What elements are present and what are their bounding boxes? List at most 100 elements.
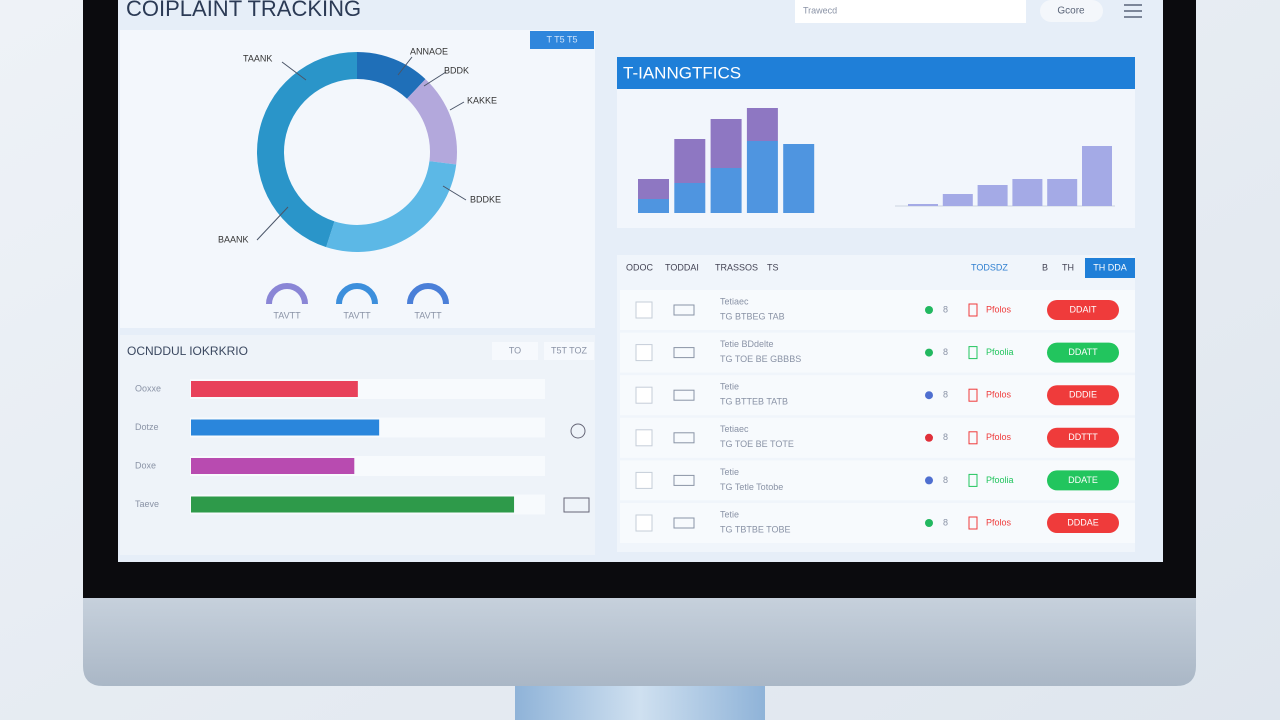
status-icon: [968, 516, 978, 530]
status-dot: [925, 348, 933, 357]
row-title: Tetie: [720, 382, 739, 392]
progress-label: Ooxxe: [135, 383, 161, 393]
progress-button[interactable]: [492, 342, 538, 360]
progress-label: Dotze: [135, 422, 159, 432]
status-icon: [968, 473, 978, 487]
status-text: Pfolos: [986, 304, 1012, 314]
stacked-bar: [710, 168, 742, 213]
bar: [1012, 179, 1043, 206]
status-icon: [968, 346, 978, 360]
action-button[interactable]: [1047, 300, 1119, 320]
progress-bar: [191, 458, 355, 474]
table-header: TODSDZ: [971, 262, 1008, 272]
donut-segment: [257, 52, 357, 248]
checkbox[interactable]: [635, 301, 653, 319]
action-button[interactable]: [1047, 513, 1119, 533]
gauge-label: TAVTT: [343, 310, 371, 320]
row-title: Tetie BDdelte: [720, 339, 774, 349]
donut-label: TAANK: [243, 53, 272, 63]
action-button[interactable]: [1047, 385, 1119, 406]
progress-label: Doxe: [135, 460, 156, 470]
table-header: B: [1042, 262, 1048, 272]
donut-label: ANNAOE: [410, 46, 448, 56]
action-label: DDAIT: [1070, 304, 1098, 314]
table-header: TH: [1062, 262, 1074, 272]
table-rows: Tetiaec TG BTBEG TAB 8 Pfolos DDAIT Tetie BDd…: [620, 290, 1135, 543]
checkbox[interactable]: [635, 471, 653, 489]
stacked-bar: [783, 144, 815, 213]
status-text: Pfolos: [986, 432, 1012, 442]
row-title: Tetie: [720, 509, 739, 519]
progress-button[interactable]: [544, 342, 594, 360]
row-count: 8: [943, 432, 948, 442]
header-button-label: Gcore: [1057, 6, 1085, 17]
status-text: Pfolos: [986, 517, 1012, 527]
stacked-bar: [674, 183, 706, 213]
row-count: 8: [943, 304, 948, 314]
search-box[interactable]: [795, 0, 1026, 23]
row-count: 8: [943, 475, 948, 485]
checkbox[interactable]: [635, 429, 653, 447]
donut-label: KAKKE: [467, 95, 497, 105]
leader-lines: [256, 56, 467, 241]
donut-label: BDDK: [444, 65, 469, 75]
analytics-charts: [638, 108, 1115, 213]
panel-button-label: T T5 T5: [546, 34, 577, 44]
action-button[interactable]: [1047, 427, 1119, 448]
panel-button[interactable]: [530, 31, 594, 49]
status-dot: [925, 433, 933, 442]
grid-icon[interactable]: [563, 497, 590, 513]
status-icon: [968, 303, 978, 317]
progress-button-label: T5T TOZ: [551, 345, 588, 355]
row-icon: [673, 474, 695, 486]
bar: [977, 185, 1008, 206]
status-icon: [968, 431, 978, 445]
progress-bars: Ooxxe Dotze Doxe Taeve: [135, 379, 545, 515]
status-dot: [925, 306, 933, 314]
action-label: DDATT: [1068, 347, 1098, 357]
status-icon: [968, 388, 978, 402]
table-button-label: TH DDA: [1093, 262, 1127, 272]
checkbox[interactable]: [635, 514, 653, 532]
stacked-bar: [746, 141, 778, 213]
stacked-bar: [746, 108, 778, 141]
clock-icon[interactable]: [570, 423, 586, 439]
row-icon: [673, 389, 695, 401]
action-button[interactable]: [1047, 342, 1119, 363]
menu-icon[interactable]: [1124, 4, 1142, 18]
gauges: [266, 283, 449, 305]
stacked-bar: [674, 139, 706, 183]
status-dot: [925, 476, 933, 485]
status-dot: [925, 391, 933, 400]
row-icon: [673, 517, 695, 529]
row-title: Tetiaec: [720, 424, 749, 434]
donut-segment: [326, 161, 457, 252]
app-title: COIPLAINT TRACKING: [126, 0, 361, 21]
table-button[interactable]: [1085, 258, 1135, 278]
header-button[interactable]: [1040, 0, 1103, 22]
progress-bar: [191, 419, 380, 436]
checkbox[interactable]: [635, 386, 653, 404]
analytics-header: [617, 57, 1135, 89]
bar: [1047, 179, 1078, 206]
action-label: DDDIE: [1069, 390, 1097, 400]
donut-segment: [357, 52, 426, 99]
row-icon: [673, 347, 695, 359]
table-header: TS: [767, 262, 779, 272]
donut-label: BDDKE: [470, 194, 501, 204]
checkbox[interactable]: [635, 344, 653, 362]
row-detail: TG TOE BE GBBBS: [720, 354, 801, 364]
monitor-chin: [83, 590, 1196, 686]
row-count: 8: [943, 347, 948, 357]
progress-label: Taeve: [135, 499, 159, 509]
row-detail: TG TOE BE TOTE: [720, 439, 794, 449]
progress-bar: [191, 496, 515, 513]
stand: [515, 680, 765, 720]
table-header: TODDAI: [665, 262, 699, 272]
table-header: ODOC: [626, 262, 654, 272]
action-button[interactable]: [1047, 470, 1119, 491]
donut: [257, 52, 457, 252]
donut-panel: [120, 30, 595, 328]
action-label: DDTTT: [1068, 432, 1098, 442]
row-detail: TG BTTEB TATB: [720, 397, 788, 407]
